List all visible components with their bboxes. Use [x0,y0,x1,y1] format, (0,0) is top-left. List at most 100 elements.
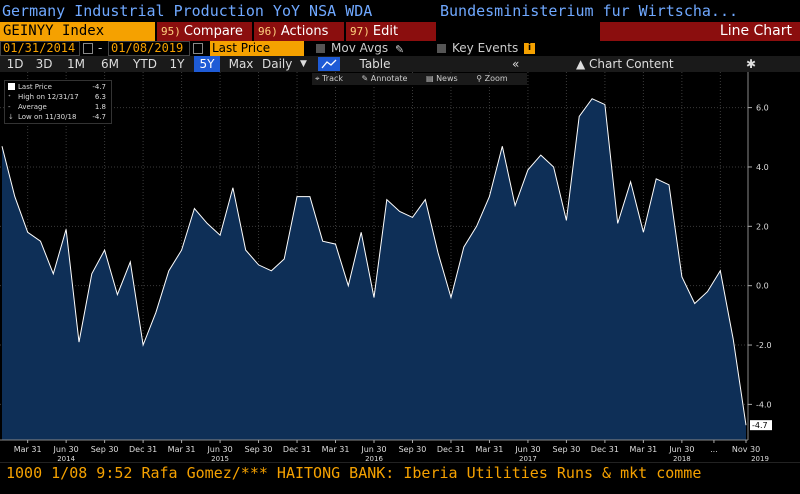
y-tick-label: -4.0 [756,400,772,409]
data-point [539,154,542,157]
range-1d[interactable]: 1D [6,57,24,71]
field-selector[interactable]: Last Price [210,41,304,56]
data-point [475,225,478,228]
data-point [65,228,68,231]
data-point [231,186,234,189]
news-tool[interactable]: ▤ News [425,74,458,83]
x-tick-label: Sep 30 [553,445,581,454]
x-tick-label: Mar 31 [14,445,42,454]
chart-content-button[interactable]: ▲ Chart Content [576,56,674,72]
pencil-icon[interactable]: ✎ [395,43,405,56]
data-point [719,269,722,272]
collapse-icon[interactable]: « [512,57,520,71]
data-point [308,195,311,198]
data-point [398,210,401,213]
news-label: News [436,74,458,83]
line-chart-glyph [321,59,337,69]
range-1y[interactable]: 1Y [169,57,185,71]
gear-icon[interactable]: ✱ [746,57,757,71]
data-point [257,263,260,266]
compare-number: 95) [161,25,181,38]
data-point [488,195,491,198]
data-point [13,195,16,198]
data-point [219,234,222,237]
data-point [450,296,453,299]
key-events-checkbox[interactable] [437,44,446,53]
chevron-down-icon[interactable]: ▼ [300,59,307,69]
data-point [360,231,363,234]
year-label: 2019 [751,455,769,462]
y-tick-label: 2.0 [756,222,769,231]
data-point [283,258,286,261]
news-ticker[interactable]: 1000 1/08 9:52 Rafa Gomez/*** HAITONG BA… [0,462,800,482]
calendar-icon[interactable] [83,43,93,54]
x-tick-label: Nov 30 [732,445,760,454]
data-point [552,166,555,169]
x-tick-label: Jun 30 [53,445,79,454]
data-point [501,145,504,148]
range-6m[interactable]: 6M [101,57,119,71]
x-tick-label: Mar 31 [322,445,350,454]
range-max[interactable]: Max [228,57,254,71]
series-line [1,98,747,426]
range-3d[interactable]: 3D [35,57,53,71]
compare-button[interactable]: 95) Compare [157,22,252,41]
zoom-tool[interactable]: ⚲ Zoom [476,74,508,83]
chart-mini-toolbar: ⌖ Track ✎ Annotate ▤ News ⚲ Zoom [312,73,527,85]
mov-avgs-checkbox[interactable] [316,44,325,53]
range-ytd[interactable]: YTD [133,57,157,71]
data-point [578,115,581,118]
chart-legend: Last Price -4.7 ᐩ High on 12/31/17 6.3 - Ave… [4,80,112,124]
data-point [514,204,517,207]
publisher-name: Bundesministerium fur Wirtscha... [440,2,739,20]
data-point [437,252,440,255]
x-tick-label: Jun 30 [360,445,386,454]
x-tick-label: ... [710,445,718,454]
ticker-field[interactable]: GEINYY Index [0,22,155,41]
legend-low-value: -4.7 [92,113,106,121]
legend-low: ↓ Low on 11/30/18 -4.7 [8,112,108,122]
legend-average: - Average 1.8 [8,102,108,112]
actions-button[interactable]: 96) Actions [254,22,344,41]
chart-area[interactable]: 6.0 4.0 2.0 0.0 -2.0 -4.0 -4.7 Mar 31 Jun 30 Sep … [0,72,800,463]
data-point [26,231,29,234]
range-5y[interactable]: 5Y [194,56,220,72]
legend-high-value: 6.3 [94,93,106,101]
info-icon[interactable]: i [524,43,535,54]
calendar-icon[interactable] [193,43,203,54]
edit-button[interactable]: 97) Edit [346,22,436,41]
table-button[interactable]: Table [359,57,391,71]
x-tick-label: Mar 31 [168,445,196,454]
chart-type-selector[interactable]: Line Chart [600,22,800,41]
period-selector[interactable]: Daily [262,57,293,71]
year-label: 2018 [673,455,691,462]
data-point [180,249,183,252]
data-point [655,177,658,180]
high-marker-icon: ᐩ [8,93,11,101]
data-point [142,344,145,347]
mov-avgs-label: Mov Avgs [331,41,389,55]
legend-low-label: Low on 11/30/18 [18,113,77,121]
track-tool[interactable]: ⌖ Track [315,74,343,83]
data-point [591,97,594,100]
data-point [424,198,427,201]
start-date-input[interactable]: 01/31/2014 [0,41,80,56]
legend-last-value: -4.7 [92,83,106,91]
line-chart-icon[interactable] [318,57,340,71]
data-point [385,198,388,201]
data-point [334,243,337,246]
x-tick-label: Dec 31 [283,445,311,454]
range-1m[interactable]: 1M [67,57,85,71]
track-label: Track [322,74,343,83]
data-point [616,222,619,225]
data-point [680,275,683,278]
y-tick-label: 0.0 [756,282,769,291]
end-date-input[interactable]: 01/08/2019 [108,41,190,56]
data-point [103,249,106,252]
actions-number: 96) [258,25,278,38]
data-point [526,168,529,171]
price-chart[interactable]: 6.0 4.0 2.0 0.0 -2.0 -4.0 -4.7 Mar 31 Jun 30 Sep … [0,72,800,463]
window-title-bar: Germany Industrial Production YoY NSA WD… [0,0,800,22]
x-tick-label: Sep 30 [245,445,273,454]
annotate-tool[interactable]: ✎ Annotate [361,74,408,83]
